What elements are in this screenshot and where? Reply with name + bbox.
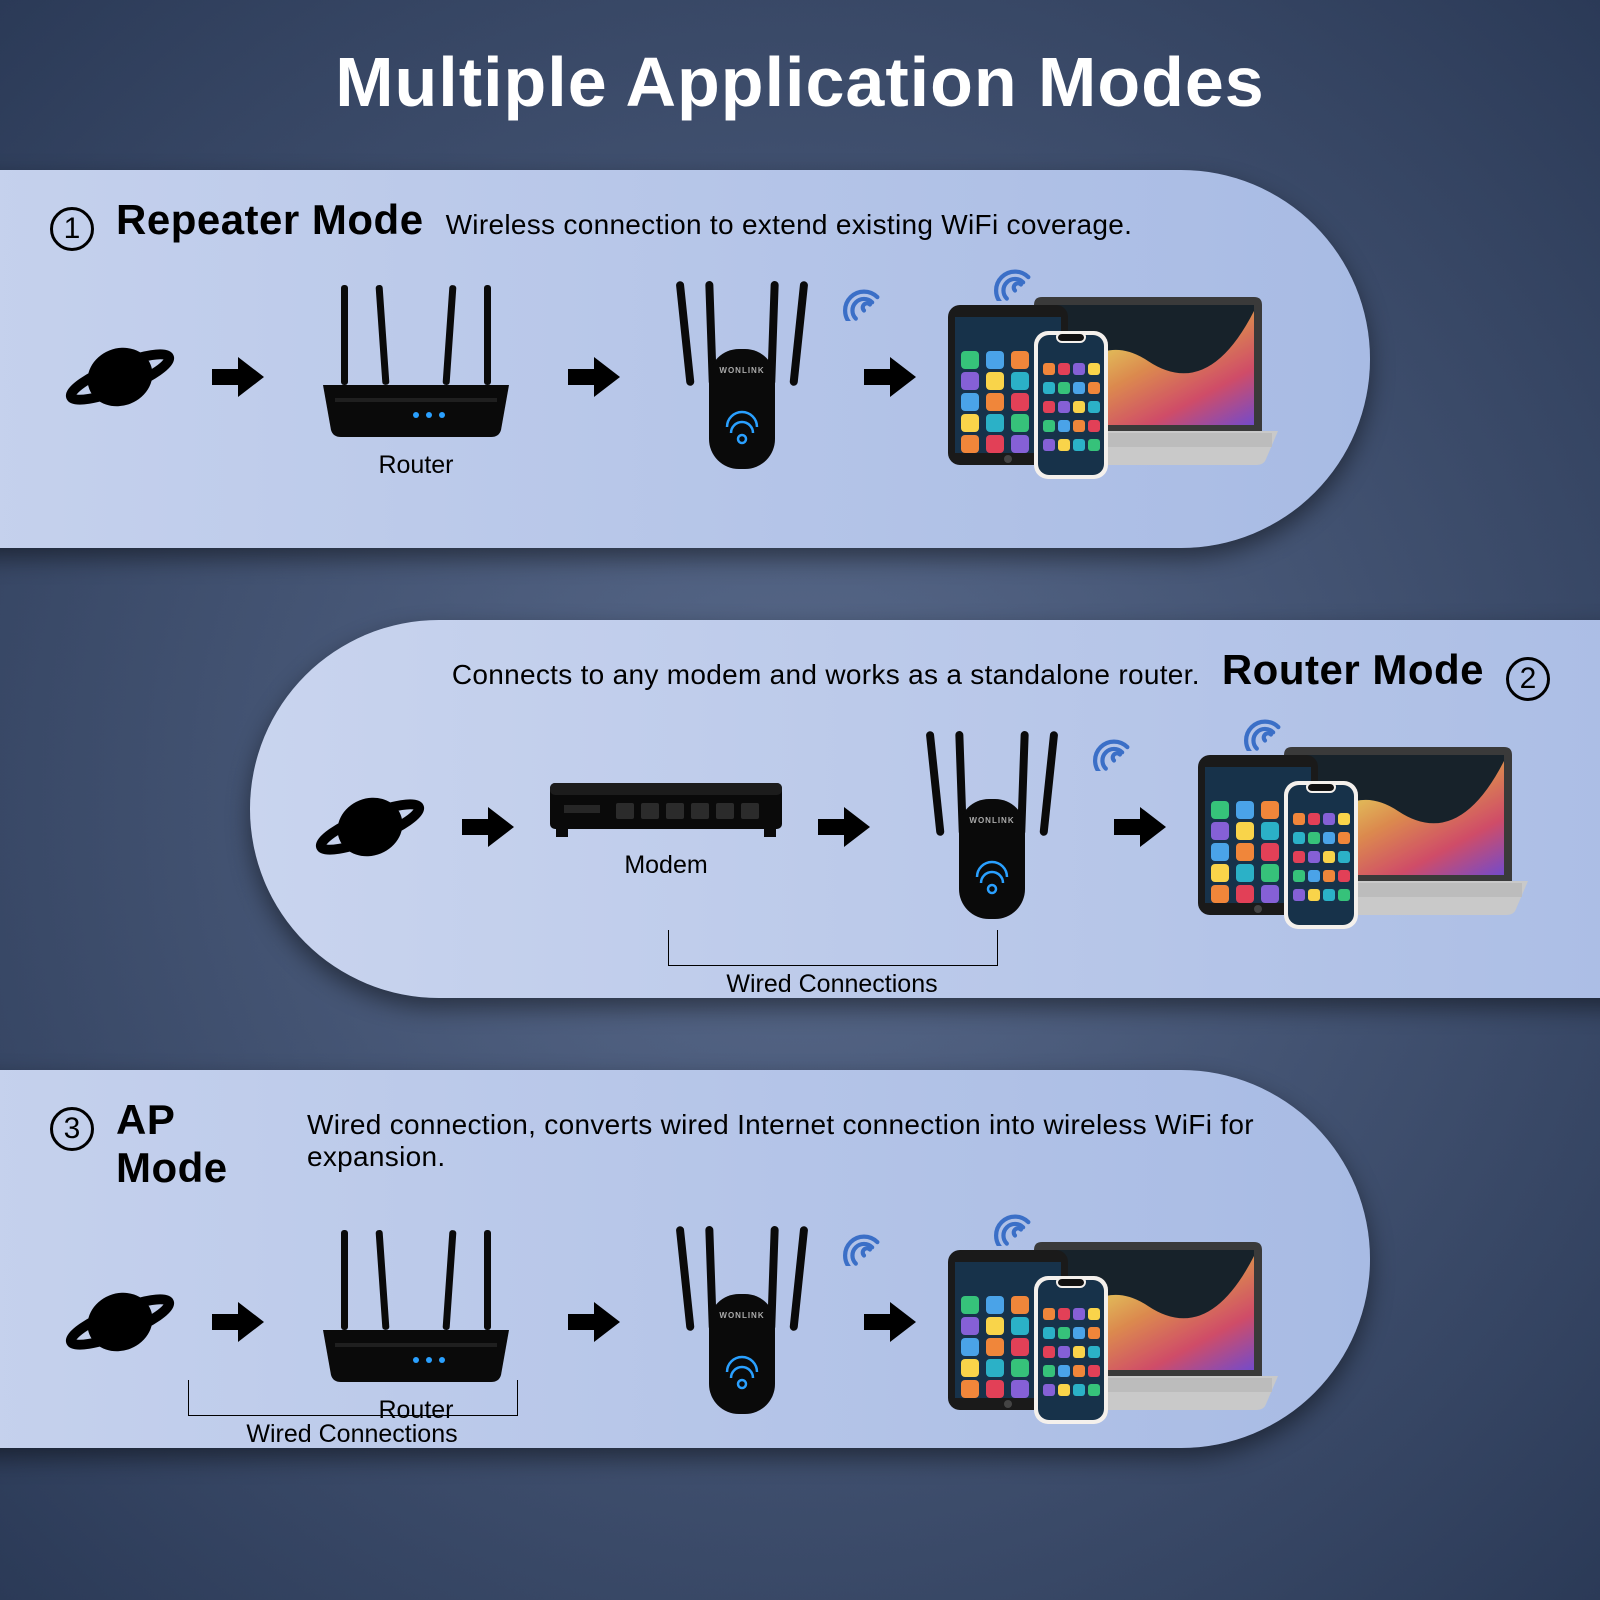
page-title: Multiple Application Modes xyxy=(0,0,1600,122)
wired-connection-label: Wired Connections xyxy=(702,970,962,999)
router-device-icon xyxy=(311,275,521,445)
mode-panel-2: 2 Router Mode Connects to any modem and … xyxy=(250,620,1600,998)
mode-name: Repeater Mode xyxy=(116,196,424,244)
mode-description: Connects to any modem and works as a sta… xyxy=(452,659,1200,691)
mode-panel-3: 3 AP Mode Wired connection, converts wir… xyxy=(0,1070,1370,1448)
client-devices-icon xyxy=(948,1222,1278,1422)
mode-panel-1: 1 Repeater Mode Wireless connection to e… xyxy=(0,170,1370,548)
device-label: Router xyxy=(378,451,453,480)
arrow-right-icon xyxy=(564,347,624,407)
wired-connection-bracket xyxy=(188,1380,518,1416)
router-device-icon xyxy=(311,1220,521,1390)
product-extender-icon: WONLINK xyxy=(907,727,1077,927)
arrow-right-icon xyxy=(860,1292,920,1352)
wired-connection-bracket xyxy=(668,930,998,966)
arrow-right-icon xyxy=(860,347,920,407)
mode-number-badge: 1 xyxy=(50,207,94,251)
arrow-right-icon xyxy=(208,1292,268,1352)
client-devices-icon xyxy=(948,277,1278,477)
arrow-right-icon xyxy=(564,1292,624,1352)
device-label: Modem xyxy=(624,851,707,880)
product-extender-icon: WONLINK xyxy=(657,277,827,477)
internet-globe-icon xyxy=(65,322,175,432)
mode-number-badge: 3 xyxy=(50,1107,94,1151)
arrow-right-icon xyxy=(208,347,268,407)
svg-text:WONLINK: WONLINK xyxy=(719,366,764,375)
arrow-right-icon xyxy=(458,797,518,857)
svg-text:WONLINK: WONLINK xyxy=(969,816,1014,825)
client-devices-icon xyxy=(1198,727,1528,927)
mode-name: Router Mode xyxy=(1222,646,1484,694)
svg-text:WONLINK: WONLINK xyxy=(719,1311,764,1320)
internet-globe-icon xyxy=(65,1267,175,1377)
mode-description: Wired connection, converts wired Interne… xyxy=(307,1109,1320,1173)
wifi-icon xyxy=(1093,729,1135,771)
arrow-right-icon xyxy=(1110,797,1170,857)
product-extender-icon: WONLINK xyxy=(657,1222,827,1422)
wifi-icon xyxy=(843,1224,885,1266)
arrow-right-icon xyxy=(814,797,874,857)
modem-device-icon xyxy=(546,775,786,845)
mode-description: Wireless connection to extend existing W… xyxy=(446,209,1133,241)
mode-number-badge: 2 xyxy=(1506,657,1550,701)
wifi-icon xyxy=(843,279,885,321)
mode-name: AP Mode xyxy=(116,1096,285,1192)
wired-connection-label: Wired Connections xyxy=(222,1420,482,1449)
internet-globe-icon xyxy=(315,772,425,882)
